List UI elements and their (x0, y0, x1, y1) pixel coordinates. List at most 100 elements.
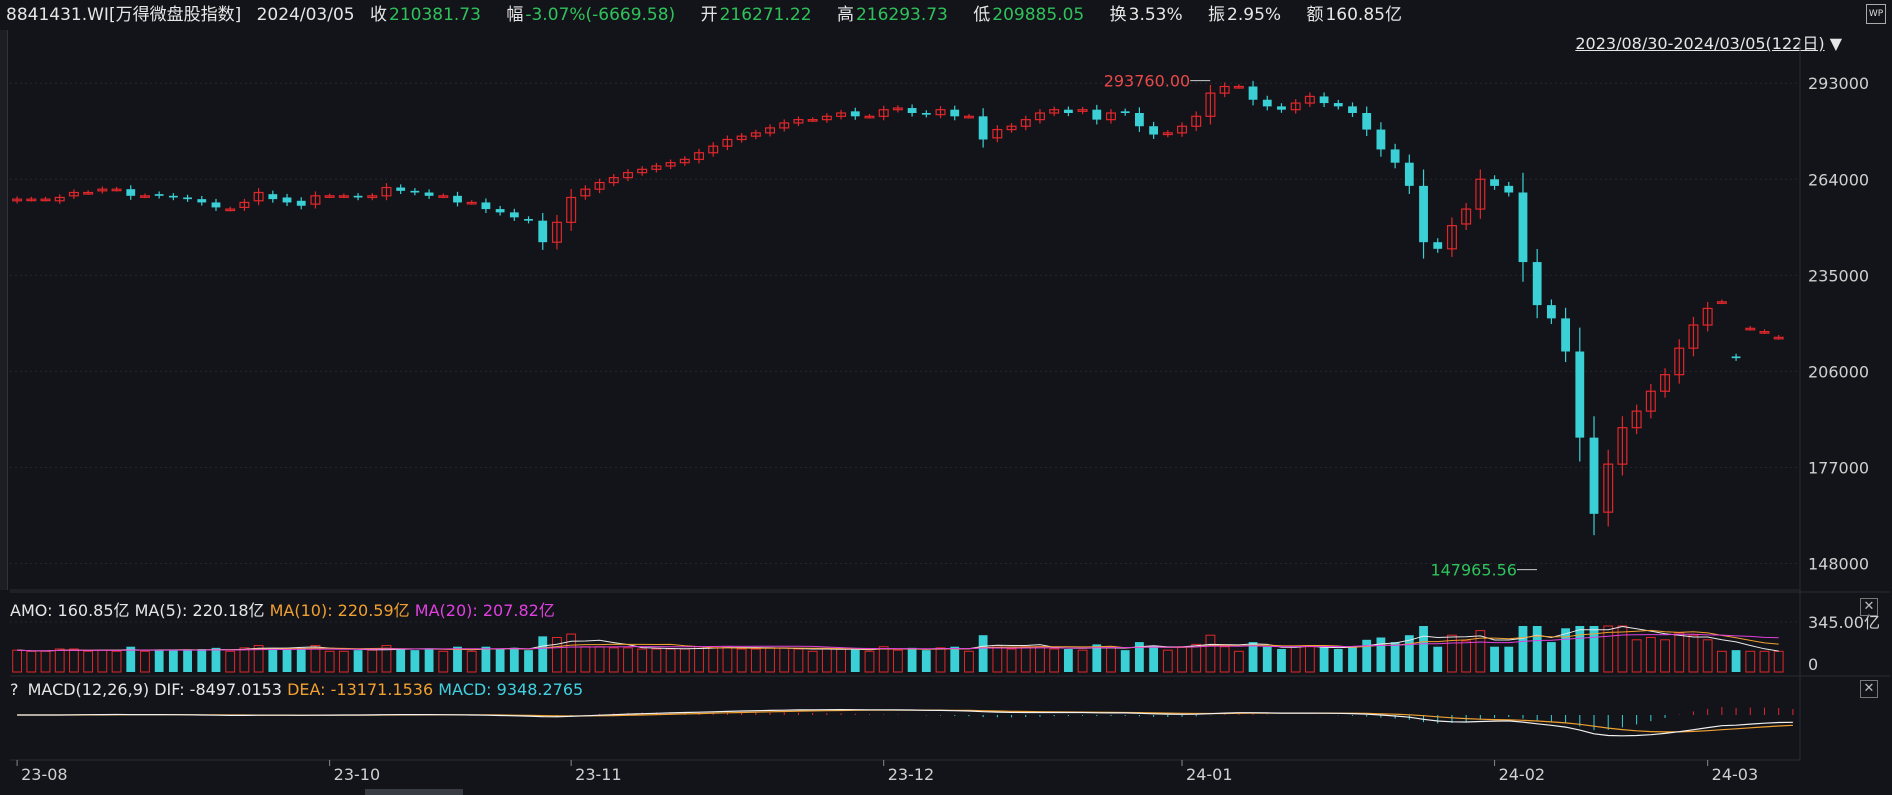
candle-body (168, 195, 178, 198)
volume-bar (97, 649, 108, 673)
volume-bar (495, 649, 505, 672)
candle-body (950, 109, 960, 117)
volume-bar (679, 648, 690, 673)
price-axis-ticks: 293000 264000 235000 206000 177000 148000 (1808, 74, 1869, 573)
candle-body (793, 119, 804, 124)
candle-body (381, 186, 392, 197)
candle-body (126, 189, 136, 196)
volume-bar (1575, 626, 1585, 672)
candle-body (1716, 301, 1727, 304)
volume-bar (12, 649, 23, 673)
candle-body (183, 197, 192, 200)
candle-body (1561, 318, 1570, 352)
volume-bar (651, 648, 662, 673)
candle-body (992, 128, 1003, 139)
candle-body (367, 195, 378, 199)
candle-body (765, 127, 776, 134)
volume-bar (1561, 628, 1570, 672)
candlestick-series (12, 80, 1784, 536)
volume-bar (750, 648, 761, 673)
candle-body (864, 115, 875, 119)
volume-close-icon[interactable]: ✕ (1860, 598, 1878, 616)
candle-body (26, 198, 37, 202)
candle-body (197, 199, 207, 203)
date-range-selector[interactable]: 2023/08/30-2024/03/05(122日) ▼ (1575, 30, 1842, 54)
turnover-value: 3.53% (1128, 5, 1183, 25)
candle-body (1589, 437, 1599, 514)
candle-body (338, 195, 349, 198)
volume-bar (1716, 650, 1727, 673)
candle-body (68, 191, 79, 197)
candle-body (12, 198, 23, 202)
macd-name-label: MACD(12,26,9) (27, 680, 150, 699)
macd-close-icon[interactable]: ✕ (1860, 680, 1878, 698)
candle-body (296, 200, 306, 206)
candle-body (665, 162, 676, 167)
volume-bar (1205, 634, 1216, 673)
left-side-strip[interactable] (0, 30, 8, 590)
candle-body (466, 201, 477, 205)
candle-body (1433, 242, 1443, 249)
extreme-annotation: 147965.56 (1430, 561, 1517, 580)
candle-body (1092, 109, 1102, 120)
time-tick-label: 23-10 (334, 765, 381, 784)
volume-bar (864, 650, 875, 673)
volume-bar (1233, 650, 1244, 673)
amount-value: 160.85亿 (1325, 5, 1402, 25)
volume-bar (524, 650, 533, 672)
candle-body (935, 109, 946, 116)
volume-bar (253, 645, 264, 673)
amo-label: AMO: 160.85亿 (10, 601, 130, 620)
candle-body (1290, 102, 1301, 111)
candle-body (1546, 305, 1556, 319)
volume-bar (836, 648, 846, 673)
candle-body (396, 187, 406, 191)
volume-bar (637, 648, 648, 673)
low-value: 209885.05 (992, 5, 1085, 25)
volume-bar (694, 646, 704, 673)
candle-body (608, 176, 619, 184)
candle-body (878, 109, 889, 117)
volume-bar (1745, 650, 1756, 673)
close-value: 210381.73 (389, 5, 481, 25)
candle-body (438, 195, 449, 198)
volume-bar (1106, 646, 1116, 673)
candle-body (1390, 149, 1400, 163)
candle-body (1333, 103, 1343, 107)
volume-bar (83, 650, 94, 673)
volume-bars: 345.00亿 0 (10, 591, 1890, 674)
candle-body (1105, 112, 1116, 121)
macd-help-icon[interactable]: ? (10, 680, 19, 699)
dif-line (17, 708, 1793, 737)
volume-bar (1702, 639, 1713, 673)
candle-body (821, 115, 832, 121)
candle-body (1461, 208, 1472, 225)
candle-body (1446, 225, 1457, 250)
volume-bar (793, 648, 804, 673)
candle-body (524, 219, 533, 221)
candle-body (239, 201, 250, 209)
candle-body (225, 208, 236, 212)
volume-bar (424, 649, 434, 672)
volume-bar (1304, 646, 1315, 673)
volume-bar (197, 649, 207, 672)
price-tick-label: 148000 (1808, 555, 1869, 574)
price-tick-label: 293000 (1808, 74, 1869, 93)
macd-panel-title: ? MACD(12,26,9) DIF: -8497.0153 DEA: -13… (10, 680, 583, 699)
volume-bar (183, 650, 192, 672)
volume-bar (438, 650, 449, 673)
volume-bar (324, 650, 335, 673)
volume-bar (1248, 642, 1258, 672)
volume-bar (453, 646, 462, 672)
candle-body (779, 122, 790, 129)
volume-bar (566, 633, 577, 673)
volume-bar (1532, 626, 1542, 672)
volume-bar (154, 650, 164, 672)
volume-bar (594, 646, 605, 673)
volume-bar (1077, 649, 1088, 673)
volume-bar (1461, 640, 1472, 673)
dropdown-triangle-icon: ▼ (1829, 34, 1842, 53)
volume-bar (1490, 646, 1499, 672)
candle-body (1419, 185, 1428, 243)
